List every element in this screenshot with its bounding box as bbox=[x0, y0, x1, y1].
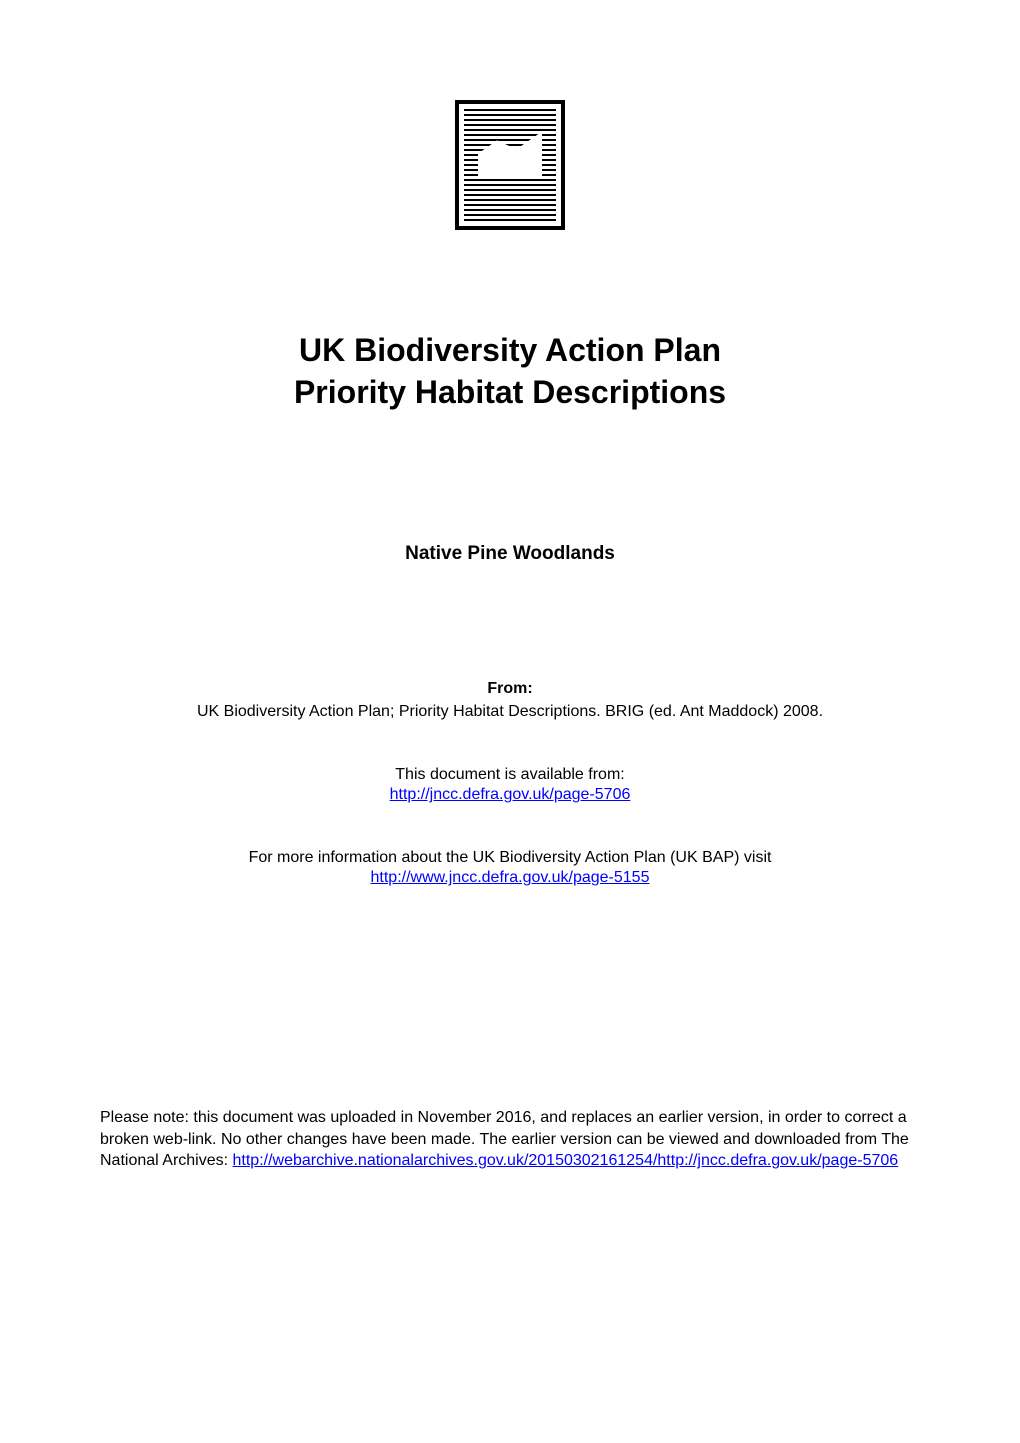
doc-link[interactable]: http://jncc.defra.gov.uk/page-5706 bbox=[100, 786, 920, 804]
from-citation: UK Biodiversity Action Plan; Priority Ha… bbox=[100, 703, 920, 721]
main-title: UK Biodiversity Action Plan Priority Hab… bbox=[100, 330, 920, 413]
more-info-link[interactable]: http://www.jncc.defra.gov.uk/page-5155 bbox=[100, 869, 920, 887]
doc-available-text: This document is available from: bbox=[100, 766, 920, 784]
main-title-line1: UK Biodiversity Action Plan bbox=[299, 332, 721, 368]
archive-note: Please note: this document was uploaded … bbox=[100, 1107, 920, 1172]
logo-container bbox=[100, 100, 920, 230]
more-info-text: For more information about the UK Biodiv… bbox=[100, 849, 920, 867]
document-logo-icon bbox=[455, 100, 565, 230]
subtitle: Native Pine Woodlands bbox=[100, 543, 920, 565]
from-label: From: bbox=[100, 680, 920, 698]
archive-link[interactable]: http://webarchive.nationalarchives.gov.u… bbox=[233, 1152, 899, 1169]
main-title-line2: Priority Habitat Descriptions bbox=[294, 374, 726, 410]
